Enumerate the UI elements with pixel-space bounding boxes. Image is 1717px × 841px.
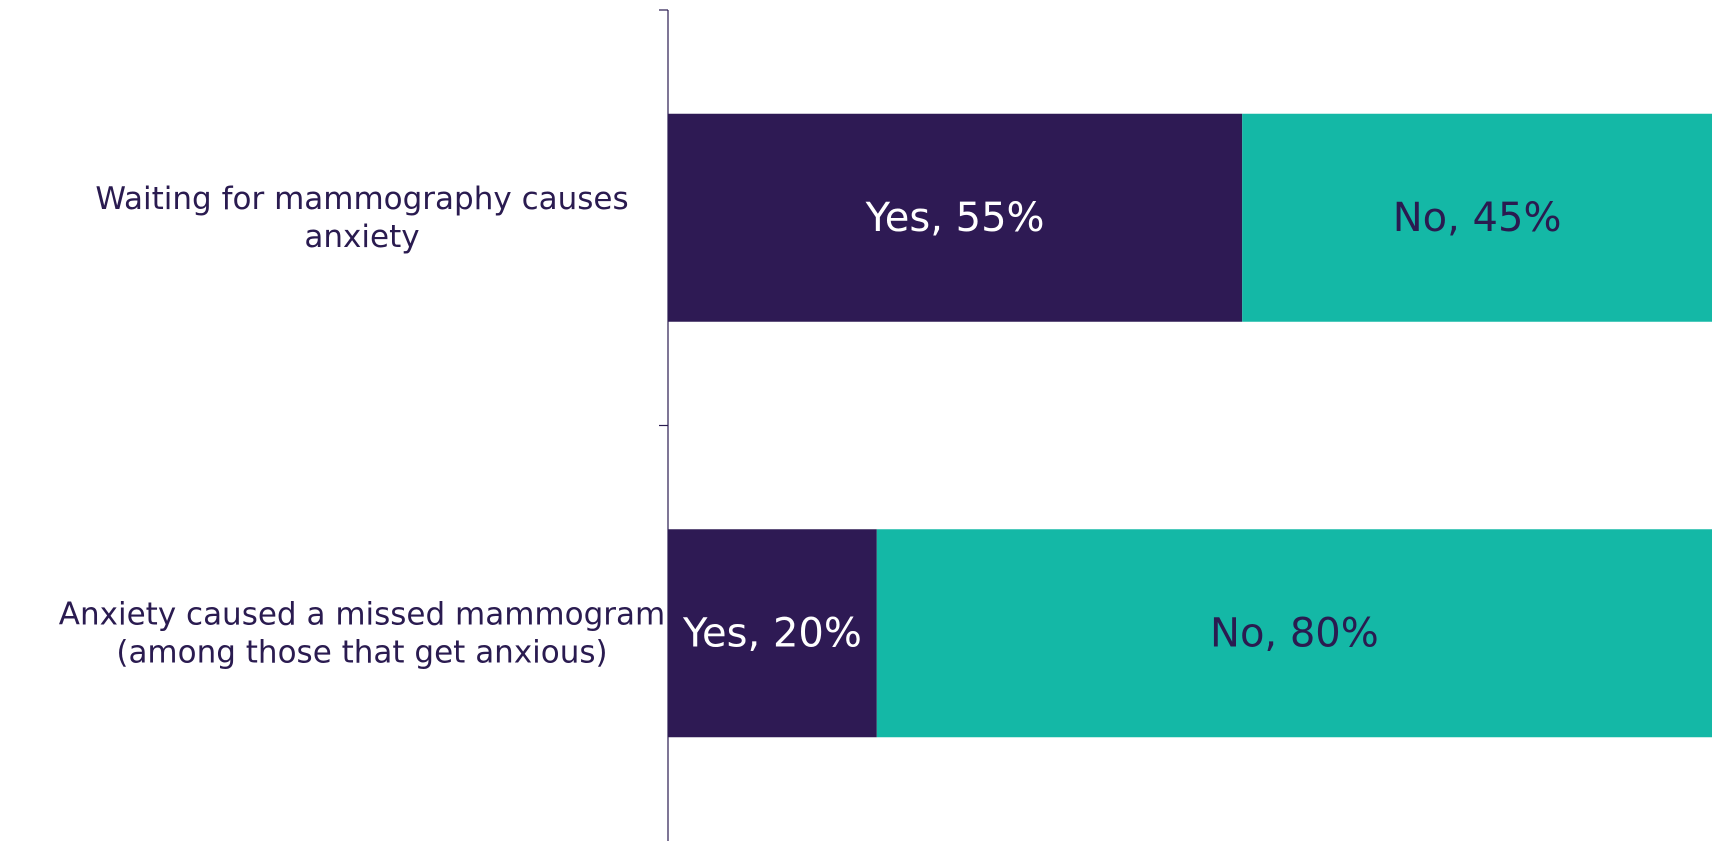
bar-yes-1 xyxy=(668,113,1243,322)
data-label-no-1: No, 45% xyxy=(1393,195,1562,241)
bar-yes-2 xyxy=(668,529,877,738)
category-label-line: Waiting for mammography causes xyxy=(95,181,628,217)
data-label-yes-1: Yes, 55% xyxy=(865,195,1045,241)
data-label-no-2: No, 80% xyxy=(1210,610,1379,656)
category-label-line: anxiety xyxy=(304,219,419,255)
category-label-1: Waiting for mammography causes anxiety xyxy=(95,181,628,255)
bar-no-2 xyxy=(876,529,1712,738)
data-labels-group: Yes, 55% No, 45% Yes, 20% No, 80% xyxy=(682,195,1562,657)
data-label-yes-2: Yes, 20% xyxy=(682,610,862,656)
y-axis xyxy=(659,9,669,841)
category-label-2: Anxiety caused a missed mammogram (among … xyxy=(59,596,665,670)
category-label-line: (among those that get anxious) xyxy=(116,634,607,670)
category-labels-group: Waiting for mammography causes anxiety Anx… xyxy=(59,181,665,671)
category-label-line: Anxiety caused a missed mammogram xyxy=(59,596,665,632)
bar-no-1 xyxy=(1242,113,1712,322)
bar-series-group xyxy=(668,113,1712,738)
